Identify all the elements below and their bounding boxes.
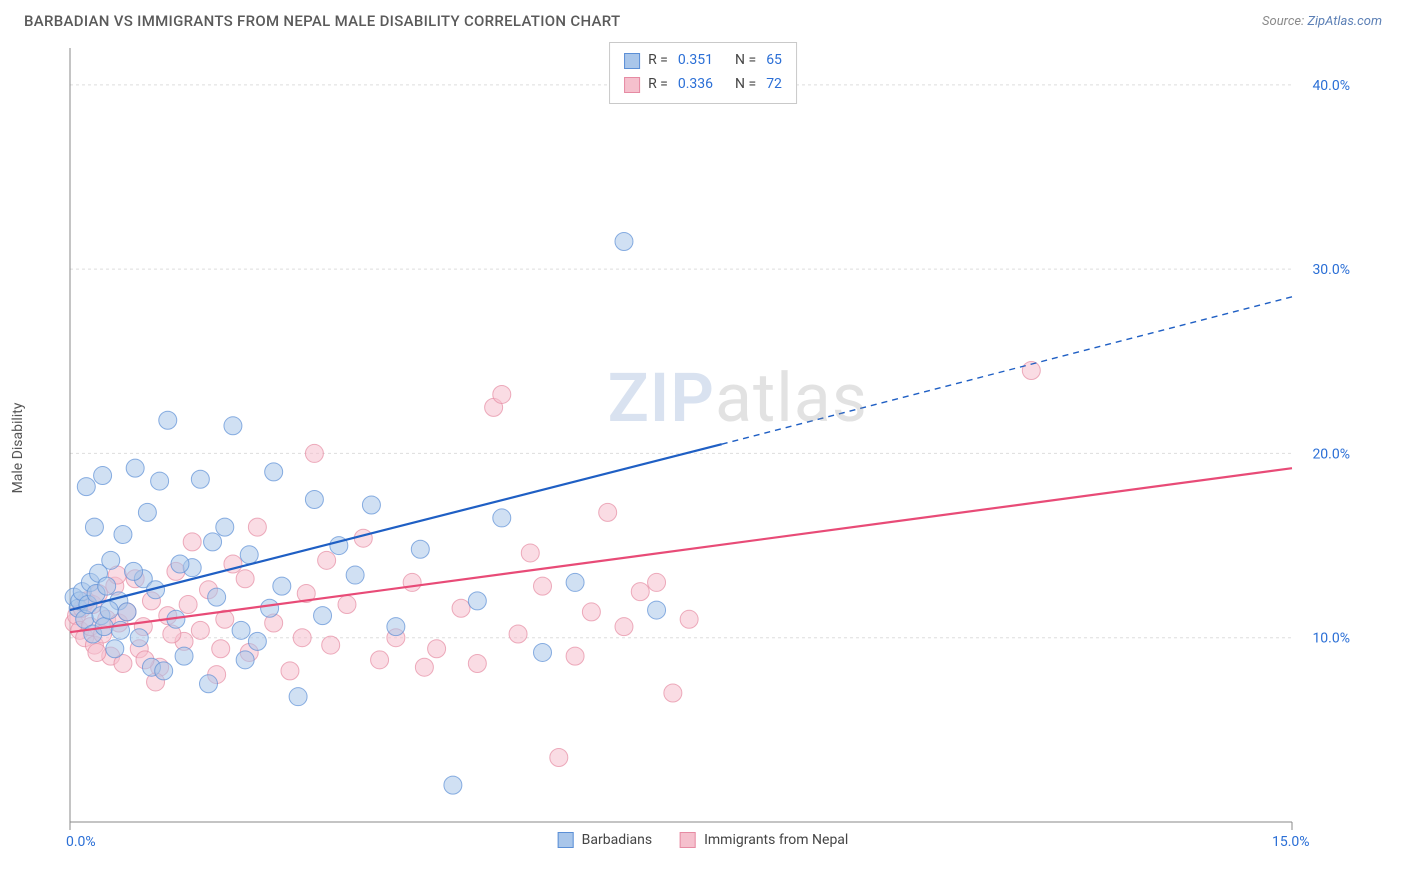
x-axis-tick-0: 0.0% bbox=[66, 834, 96, 850]
legend-swatch-blue bbox=[624, 53, 640, 69]
legend-row-pink: R = 0.336 N = 72 bbox=[624, 73, 782, 97]
n-value: 65 bbox=[766, 49, 782, 73]
r-label: R = bbox=[648, 49, 668, 73]
legend-swatch-blue-icon bbox=[558, 832, 574, 848]
scatter-chart: 10.0% 20.0% 30.0% 40.0% bbox=[24, 38, 1382, 858]
legend-swatch-pink-icon bbox=[680, 832, 696, 848]
n-value: 72 bbox=[766, 73, 782, 97]
svg-text:20.0%: 20.0% bbox=[1312, 446, 1350, 462]
r-label: R = bbox=[648, 73, 668, 97]
legend-row-blue: R = 0.351 N = 65 bbox=[624, 49, 782, 73]
chart-title: BARBADIAN VS IMMIGRANTS FROM NEPAL MALE … bbox=[24, 12, 620, 30]
series-legend-blue: Barbadians bbox=[558, 832, 652, 848]
series-legend: Barbadians Immigrants from Nepal bbox=[558, 832, 849, 848]
correlation-legend: R = 0.351 N = 65 R = 0.336 N = 72 bbox=[609, 42, 797, 104]
svg-text:30.0%: 30.0% bbox=[1312, 262, 1350, 278]
source-link[interactable]: ZipAtlas.com bbox=[1307, 14, 1382, 29]
legend-swatch-pink bbox=[624, 77, 640, 93]
y-axis-label: Male Disability bbox=[10, 403, 26, 494]
source-attribution: Source: ZipAtlas.com bbox=[1262, 14, 1382, 29]
n-label: N = bbox=[735, 73, 756, 97]
series-label: Immigrants from Nepal bbox=[704, 832, 848, 848]
series-label: Barbadians bbox=[582, 832, 652, 848]
chart-area: Male Disability 10.0%20.0%30.0%40.0% ZIP… bbox=[24, 38, 1382, 858]
r-value: 0.351 bbox=[678, 49, 713, 73]
source-label: Source: bbox=[1262, 14, 1307, 29]
r-value: 0.336 bbox=[678, 73, 713, 97]
series-legend-pink: Immigrants from Nepal bbox=[680, 832, 848, 848]
svg-text:40.0%: 40.0% bbox=[1312, 78, 1350, 94]
x-axis-tick-1: 15.0% bbox=[1272, 834, 1382, 850]
n-label: N = bbox=[735, 49, 756, 73]
svg-text:10.0%: 10.0% bbox=[1312, 631, 1350, 647]
